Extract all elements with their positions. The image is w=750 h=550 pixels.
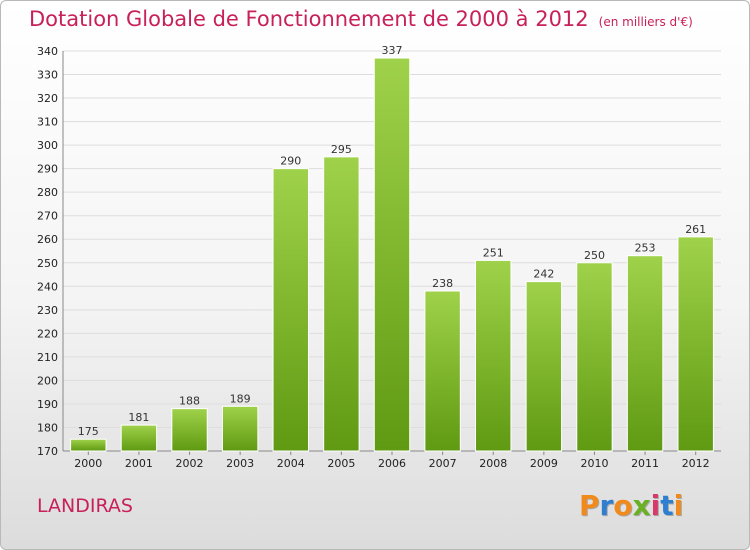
chart-title: Dotation Globale de Fonctionnement de 20…	[29, 7, 693, 31]
logo-letter: r	[599, 489, 614, 522]
logo-letter: P	[579, 489, 600, 522]
bar-2002	[171, 408, 208, 452]
y-tick-label: 230	[37, 304, 58, 317]
data-label-2009: 242	[533, 268, 554, 281]
data-label-2010: 250	[584, 249, 605, 262]
bars	[70, 57, 714, 452]
y-tick-label: 210	[37, 351, 58, 364]
data-label-2006: 337	[382, 44, 403, 57]
bar-2005	[323, 156, 360, 452]
data-label-2012: 261	[685, 223, 706, 236]
bar-2012	[677, 236, 714, 452]
y-tick-label: 260	[37, 233, 58, 246]
chart-title-text: Dotation Globale de Fonctionnement de 20…	[29, 7, 589, 31]
axes: 170 180 190 200 210 220 230 240 250 260 270 280 290 3…	[37, 45, 721, 470]
y-tick-label: 320	[37, 92, 58, 105]
bar-2001	[120, 424, 158, 452]
data-label-2000: 175	[78, 425, 99, 438]
y-tick-label: 340	[37, 45, 58, 58]
y-tick-label: 270	[37, 210, 58, 223]
y-tick-label: 240	[37, 280, 58, 293]
x-tick-label: 2012	[682, 457, 710, 470]
x-tick-label: 2001	[125, 457, 153, 470]
y-tick-label: 180	[37, 421, 58, 434]
data-label-2008: 251	[483, 246, 504, 259]
bar-2004	[272, 168, 309, 452]
y-tick-label: 290	[37, 163, 58, 176]
y-tick-label: 280	[37, 186, 58, 199]
data-label-2002: 188	[179, 395, 200, 408]
data-label-2004: 290	[280, 155, 301, 168]
x-tick-label: 2009	[530, 457, 558, 470]
y-tick-label: 310	[37, 116, 58, 129]
data-label-2001: 181	[128, 411, 149, 424]
chart-subtitle: (en milliers d'€)	[598, 15, 693, 29]
bar-2007	[424, 290, 461, 452]
x-tick-label: 2000	[74, 457, 102, 470]
logo-letter: o	[613, 489, 633, 522]
logo-letter: i	[673, 489, 684, 522]
x-tick-label: 2002	[176, 457, 204, 470]
y-tick-label: 330	[37, 69, 58, 82]
y-tick-label: 170	[37, 445, 58, 458]
y-tick-label: 250	[37, 257, 58, 270]
bar-2008	[475, 259, 512, 452]
x-tick-label: 2008	[479, 457, 507, 470]
x-tick-label: 2006	[378, 457, 406, 470]
y-tick-label: 300	[37, 139, 58, 152]
bar-2006	[373, 57, 411, 452]
data-label-2005: 295	[331, 143, 352, 156]
data-label-2011: 253	[635, 242, 656, 255]
y-tick-label: 190	[37, 398, 58, 411]
x-tick-label: 2003	[226, 457, 254, 470]
logo-letter: x	[632, 489, 651, 522]
bar-2003	[221, 405, 259, 452]
data-label-2003: 189	[230, 392, 251, 405]
bar-2000	[70, 438, 107, 452]
x-tick-label: 2007	[429, 457, 457, 470]
bar-2011	[626, 255, 664, 452]
x-tick-label: 2011	[631, 457, 659, 470]
logo-letter: i	[650, 489, 661, 522]
bar-2010	[576, 262, 613, 452]
logo-letter: t	[660, 489, 674, 522]
proxiti-logo[interactable]: Proxiti	[579, 489, 683, 522]
x-tick-label: 2004	[277, 457, 305, 470]
bar-2009	[525, 281, 563, 452]
x-tick-label: 2010	[580, 457, 608, 470]
x-tick-label: 2005	[327, 457, 355, 470]
y-tick-label: 200	[37, 374, 58, 387]
y-tick-label: 220	[37, 327, 58, 340]
data-label-2007: 238	[432, 277, 453, 290]
town-name: LANDIRAS	[37, 495, 133, 517]
labels: 175 181 188 189 290 295 337 238 251 242 250 253 261	[78, 44, 706, 438]
